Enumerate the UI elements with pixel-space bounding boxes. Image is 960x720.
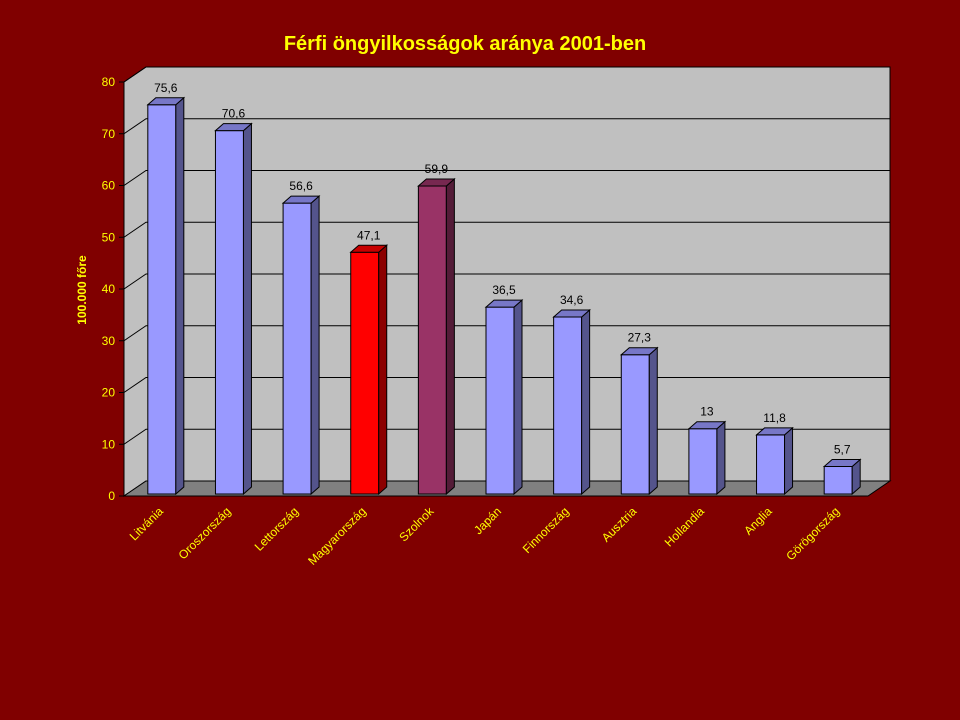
data-label: 59,9 (425, 162, 449, 176)
x-tick-label: Japán (471, 504, 504, 537)
data-label: 5,7 (834, 443, 851, 457)
bar-front (688, 428, 718, 495)
x-tick-label: Lettország (252, 504, 302, 554)
y-tick-label: 70 (102, 127, 116, 141)
bar-side (242, 122, 252, 496)
bar-top (484, 299, 524, 308)
x-tick-label: Szolnok (396, 504, 437, 545)
bar (281, 194, 321, 496)
bar-top (755, 427, 794, 436)
bar-top (822, 459, 862, 468)
y-tick-label: 80 (102, 75, 116, 89)
bar-top (214, 123, 253, 132)
data-label: 47,1 (357, 228, 381, 242)
bar-top (619, 347, 659, 356)
data-label: 27,3 (628, 331, 652, 345)
bar-front (485, 306, 515, 495)
bar-front (823, 466, 853, 495)
bars: 75,6 70,6 56,6 47,1 59,9 36,5 34,6 27,3 13 11,8 5,… (146, 81, 862, 496)
bar-side (378, 244, 388, 496)
gridline (123, 221, 890, 238)
data-label: 13 (700, 405, 714, 419)
x-tick-label: Litvánia (127, 504, 166, 543)
y-tick-label: 60 (102, 179, 116, 193)
bar-top (687, 421, 727, 430)
gridline (123, 273, 890, 290)
x-tick-label: Oroszország (176, 504, 234, 562)
bar-side (513, 299, 523, 496)
x-tick-label: Ausztria (599, 504, 640, 545)
bar-top (349, 244, 389, 253)
bar-top (281, 195, 321, 204)
bar-top (417, 178, 456, 187)
y-tick-label: 10 (102, 437, 116, 451)
data-label: 75,6 (154, 81, 178, 95)
bar-side (581, 308, 591, 496)
data-label: 11,8 (763, 411, 786, 425)
gridline (123, 118, 890, 135)
bar-front (147, 104, 177, 495)
y-tick-label: 30 (102, 334, 116, 348)
gridline (123, 66, 890, 83)
y-axis: 0 10 20 30 40 50 60 70 80 (102, 75, 125, 503)
y-tick-label: 50 (102, 230, 116, 244)
data-label: 56,6 (289, 179, 313, 193)
bar (349, 244, 389, 496)
bar-front (553, 316, 583, 495)
x-tick-label: Finnország (520, 504, 572, 556)
data-label: 34,6 (560, 293, 584, 307)
x-tick-label: Anglia (741, 504, 775, 538)
y-axis-label: 100.000 főre (75, 255, 89, 325)
bar-side (716, 420, 726, 496)
bar-front (282, 202, 312, 495)
bar (822, 458, 862, 496)
bar-front (417, 185, 447, 495)
x-tick-label: Görögország (783, 504, 842, 563)
x-tick-label: Hollandia (662, 504, 708, 550)
bar-side (310, 194, 320, 496)
data-label: 70,6 (222, 107, 246, 121)
bar-front (756, 434, 786, 495)
bar-side (784, 426, 794, 496)
bar-side (445, 177, 455, 496)
bar (619, 346, 659, 496)
data-label: 36,5 (492, 283, 516, 297)
bar (417, 177, 456, 496)
y-tick-label: 0 (108, 489, 115, 503)
bar-front (214, 130, 244, 495)
bar (214, 122, 253, 496)
bar (687, 420, 727, 496)
y-tick-label: 20 (102, 386, 116, 400)
chart-title: Férfi öngyilkosságok aránya 2001-ben (284, 33, 646, 55)
bar (146, 96, 186, 496)
gridline (123, 325, 890, 342)
gridline (123, 170, 890, 186)
bar-side (175, 96, 185, 496)
bar (484, 299, 524, 496)
bar-front (350, 251, 380, 495)
bar (552, 308, 591, 496)
y-tick-label: 40 (102, 282, 116, 296)
bar-top (146, 97, 186, 106)
x-tick-label: Magyarország (305, 504, 369, 568)
bar-top (552, 309, 591, 318)
bar (755, 426, 794, 496)
x-axis: Litvánia Oroszország Lettország Magyarorszá… (127, 504, 843, 568)
bar-front (620, 354, 650, 495)
bar-side (648, 346, 658, 496)
